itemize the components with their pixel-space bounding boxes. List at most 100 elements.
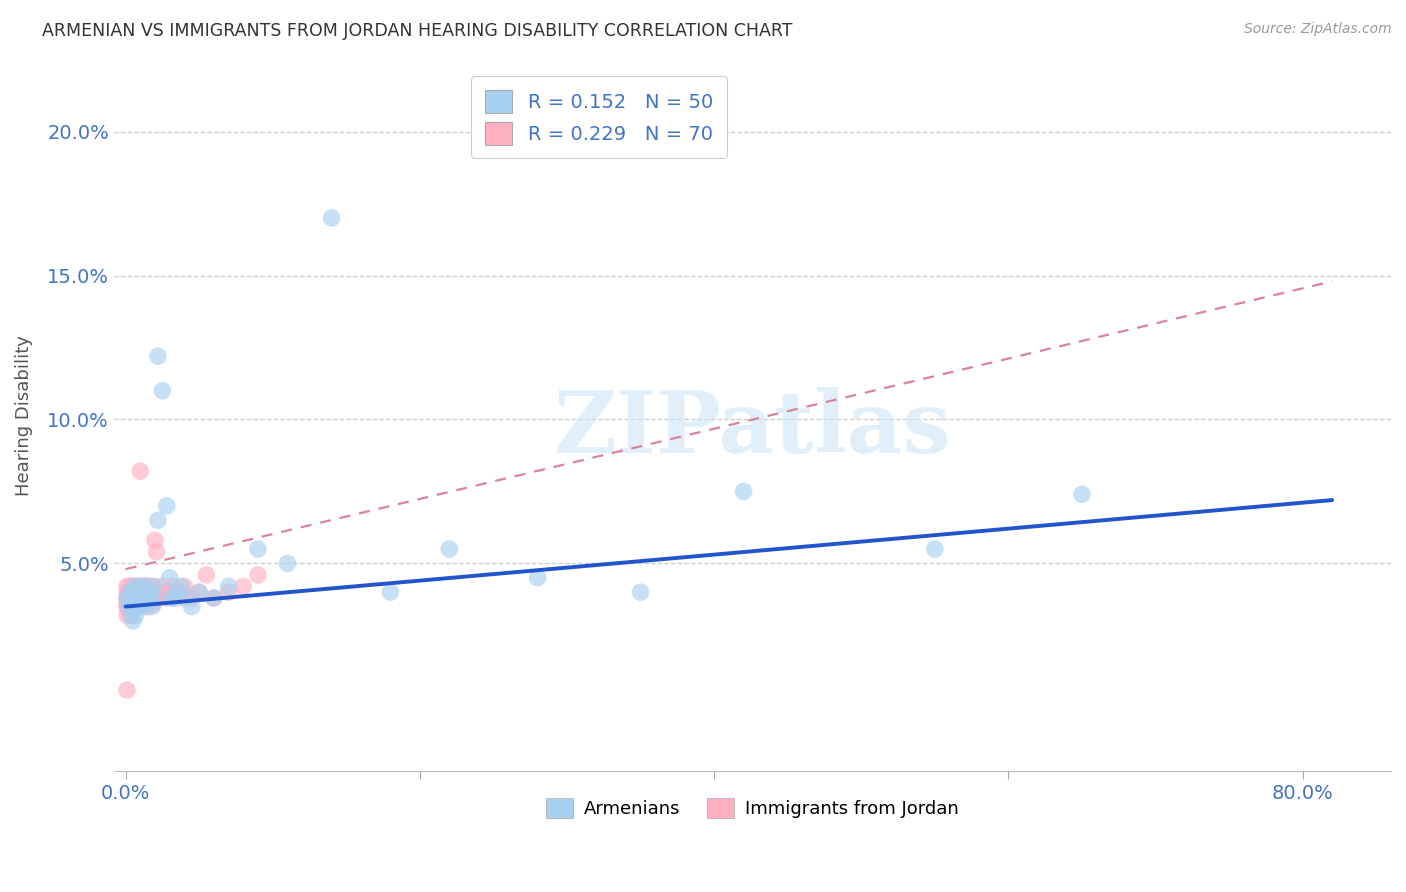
Point bbox=[125, 599, 148, 614]
Point bbox=[202, 591, 225, 605]
Point bbox=[127, 597, 149, 611]
Point bbox=[129, 579, 152, 593]
Point bbox=[149, 585, 172, 599]
Point bbox=[145, 545, 167, 559]
Point bbox=[526, 571, 548, 585]
Point bbox=[128, 591, 150, 605]
Point bbox=[159, 571, 181, 585]
Point bbox=[150, 384, 173, 398]
Point bbox=[246, 541, 269, 556]
Point bbox=[122, 591, 145, 605]
Point bbox=[120, 608, 142, 623]
Point bbox=[131, 597, 153, 611]
Point bbox=[232, 579, 254, 593]
Point bbox=[139, 585, 162, 599]
Point bbox=[122, 614, 145, 628]
Point bbox=[146, 591, 169, 605]
Point bbox=[135, 579, 157, 593]
Point bbox=[127, 585, 149, 599]
Point bbox=[115, 599, 138, 614]
Point bbox=[128, 591, 150, 605]
Point bbox=[195, 568, 218, 582]
Point bbox=[115, 585, 138, 599]
Point bbox=[146, 349, 169, 363]
Point bbox=[117, 591, 139, 605]
Point bbox=[115, 591, 138, 605]
Point bbox=[156, 499, 179, 513]
Point bbox=[117, 597, 139, 611]
Point bbox=[118, 585, 141, 599]
Point bbox=[136, 591, 159, 605]
Point bbox=[162, 591, 184, 605]
Point bbox=[132, 599, 155, 614]
Point bbox=[141, 579, 163, 593]
Point bbox=[733, 484, 755, 499]
Point bbox=[139, 585, 162, 599]
Point bbox=[118, 591, 141, 605]
Point bbox=[129, 464, 152, 478]
Point bbox=[173, 591, 195, 605]
Y-axis label: Hearing Disability: Hearing Disability bbox=[15, 334, 32, 496]
Point bbox=[166, 585, 188, 599]
Point bbox=[129, 591, 152, 605]
Point bbox=[131, 591, 153, 605]
Point bbox=[125, 608, 148, 623]
Point bbox=[136, 599, 159, 614]
Point bbox=[118, 599, 141, 614]
Point bbox=[276, 557, 298, 571]
Point bbox=[115, 579, 138, 593]
Point bbox=[159, 585, 181, 599]
Point bbox=[321, 211, 343, 225]
Point bbox=[125, 579, 148, 593]
Point bbox=[124, 597, 146, 611]
Point bbox=[1071, 487, 1094, 501]
Point bbox=[173, 579, 195, 593]
Point bbox=[202, 591, 225, 605]
Point bbox=[115, 608, 138, 623]
Point bbox=[143, 579, 166, 593]
Point bbox=[162, 591, 184, 605]
Point bbox=[162, 579, 184, 593]
Point bbox=[127, 599, 149, 614]
Point bbox=[125, 591, 148, 605]
Point bbox=[132, 585, 155, 599]
Point bbox=[134, 597, 156, 611]
Point bbox=[180, 591, 202, 605]
Point bbox=[439, 541, 461, 556]
Point bbox=[132, 591, 155, 605]
Point bbox=[134, 591, 156, 605]
Point bbox=[136, 597, 159, 611]
Point bbox=[156, 591, 179, 605]
Point bbox=[118, 608, 141, 623]
Point bbox=[135, 591, 157, 605]
Point bbox=[120, 597, 142, 611]
Point bbox=[141, 599, 163, 614]
Point bbox=[630, 585, 652, 599]
Point bbox=[166, 591, 188, 605]
Point bbox=[138, 591, 160, 605]
Point bbox=[122, 591, 145, 605]
Point bbox=[118, 579, 141, 593]
Point bbox=[136, 579, 159, 593]
Point bbox=[188, 585, 211, 599]
Point bbox=[170, 585, 193, 599]
Point bbox=[120, 585, 142, 599]
Legend: Armenians, Immigrants from Jordan: Armenians, Immigrants from Jordan bbox=[538, 790, 966, 826]
Point bbox=[218, 579, 240, 593]
Point bbox=[115, 683, 138, 698]
Point bbox=[125, 591, 148, 605]
Point bbox=[142, 597, 165, 611]
Point bbox=[134, 591, 156, 605]
Point bbox=[139, 591, 162, 605]
Point bbox=[150, 579, 173, 593]
Point bbox=[138, 591, 160, 605]
Point bbox=[131, 585, 153, 599]
Point bbox=[924, 541, 946, 556]
Point bbox=[117, 599, 139, 614]
Point bbox=[218, 585, 240, 599]
Point bbox=[117, 585, 139, 599]
Point bbox=[128, 579, 150, 593]
Point bbox=[129, 597, 152, 611]
Point bbox=[146, 513, 169, 527]
Point bbox=[246, 568, 269, 582]
